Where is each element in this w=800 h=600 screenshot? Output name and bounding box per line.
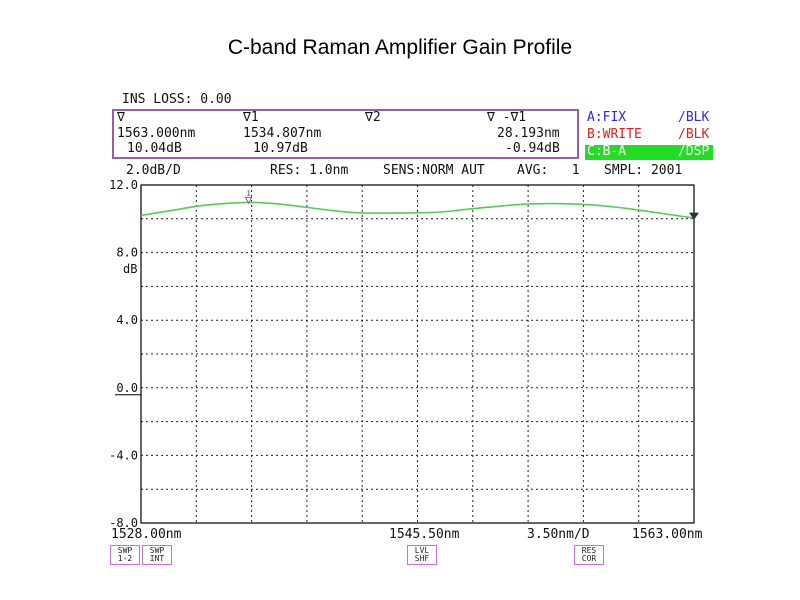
average-readout: AVG: 1 <box>517 163 580 178</box>
sampling-readout: SMPL: 2001 <box>604 163 683 178</box>
chart-markers: 1 <box>244 189 699 221</box>
sweep-interval-line1: SWP <box>149 546 165 555</box>
gain-trace-line <box>140 201 695 219</box>
sweep-1-2-line2: 1-2 <box>117 554 133 563</box>
trace-b-state: /BLK <box>678 127 710 142</box>
y-axis-unit: dB <box>123 262 138 276</box>
marker-readout-box <box>112 109 579 159</box>
marker-col3-wavelength: 28.193nm <box>497 126 560 141</box>
resolution-correction-softkey[interactable]: RES COR <box>574 545 604 565</box>
resolution-readout: RES: 1.0nm <box>270 163 349 178</box>
resolution-correction-line1: RES <box>581 546 597 555</box>
sweep-interval-line2: INT <box>149 554 165 563</box>
marker-col3-symbol: ∇ -∇1 <box>487 110 527 125</box>
level-shift-line1: LVL <box>414 546 430 555</box>
scale-readout: 2.0dB/D <box>126 163 181 178</box>
marker-col0-wavelength: 1563.000nm <box>117 126 196 141</box>
sensitivity-readout: SENS:NORM AUT <box>383 163 485 178</box>
y-tick-label: 12.0 <box>109 178 138 192</box>
y-tick-label: -4.0 <box>109 448 138 462</box>
trace-c-name: C:B-A <box>587 144 627 159</box>
trace-b-row: B:WRITE /BLK <box>585 128 713 143</box>
marker-triangle[interactable] <box>244 196 253 205</box>
trace-b-name: B:WRITE <box>587 127 642 142</box>
level-shift-line2: SHF <box>414 554 430 563</box>
marker-triangle[interactable] <box>689 212 699 221</box>
marker-col1-symbol: ∇1 <box>243 110 259 125</box>
marker-col2-symbol: ∇2 <box>365 110 381 125</box>
sweep-1-2-line1: SWP <box>117 546 133 555</box>
y-tick-label: 8.0 <box>116 246 138 260</box>
marker-col0-level: 10.04dB <box>127 141 182 156</box>
x-span-label: 3.50nm/D <box>527 527 590 542</box>
trace-a-row: A:FIX /BLK <box>585 111 713 126</box>
y-tick-label: 4.0 <box>116 313 138 327</box>
x-stop-label: 1563.00nm <box>632 527 703 542</box>
marker-col1-level: 10.97dB <box>253 141 308 156</box>
trace-c-state: /DSP <box>678 144 710 159</box>
marker-label: 1 <box>246 189 250 197</box>
resolution-correction-line2: COR <box>581 554 597 563</box>
trace-a-state: /BLK <box>678 110 710 125</box>
level-shift-softkey[interactable]: LVL SHF <box>407 545 437 565</box>
sweep-1-2-softkey[interactable]: SWP 1-2 <box>110 545 140 565</box>
sweep-interval-softkey[interactable]: SWP INT <box>142 545 172 565</box>
y-tick-label: -8.0 <box>109 516 138 530</box>
marker-col1-wavelength: 1534.807nm <box>243 126 322 141</box>
x-center-label: 1545.50nm <box>389 527 460 542</box>
trace-c-row: C:B-A /DSP <box>585 145 713 160</box>
page-title: C-band Raman Amplifier Gain Profile <box>227 36 573 59</box>
marker-col3-level: -0.94dB <box>505 141 560 156</box>
ins-loss-readout: INS LOSS: 0.00 <box>122 92 232 107</box>
chart-grid <box>141 185 694 523</box>
y-tick-label: 0.0 <box>116 381 138 395</box>
x-start-label: 1528.00nm <box>111 527 182 542</box>
plot-frame <box>140 184 695 524</box>
y-axis-ticks: 12.0 8.0 4.0 0.0 -4.0 -8.0 <box>109 178 141 530</box>
marker-col0-symbol: ∇ <box>117 110 125 125</box>
chart-series <box>140 201 695 219</box>
trace-a-name: A:FIX <box>587 110 627 125</box>
